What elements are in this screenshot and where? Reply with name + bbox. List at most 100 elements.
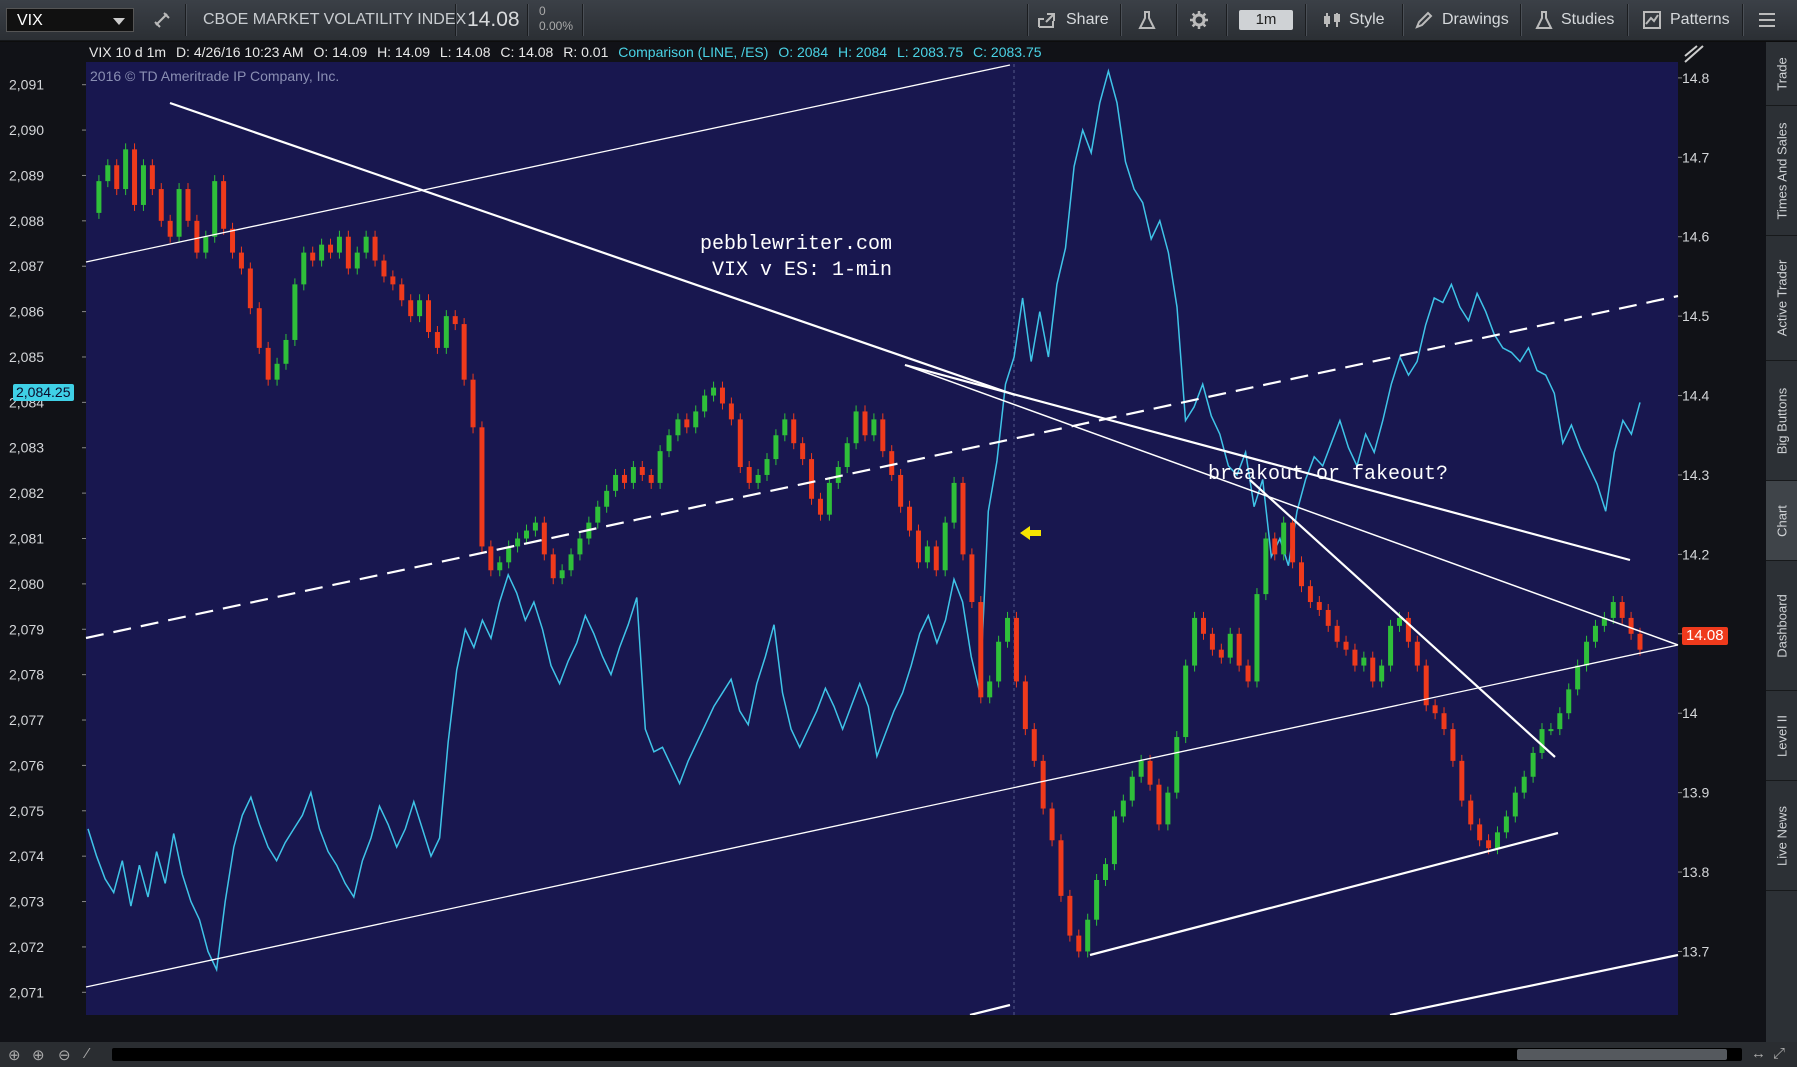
vix-candle (915, 530, 921, 563)
style-button[interactable]: Style (1323, 0, 1385, 40)
vix-candle (1637, 633, 1643, 650)
left-tick-label: 2,078 (9, 667, 44, 683)
zoom-out-icon[interactable]: ⊖ (58, 1047, 71, 1064)
tab-active-trader[interactable]: Active Trader (1766, 236, 1797, 361)
zoom-reset-icon[interactable]: ⊕ (8, 1047, 21, 1064)
vix-candle (996, 641, 1002, 682)
left-tick-label: 2,087 (9, 258, 44, 274)
vix-candle (702, 395, 708, 412)
vix-candle (1352, 649, 1358, 666)
info-high: H: 14.09 (377, 44, 430, 60)
vix-candle (479, 427, 485, 547)
vix-candle (1067, 895, 1073, 936)
scroll-track[interactable] (112, 1048, 1742, 1061)
channel-upper-line (85, 64, 1011, 263)
left-tick-label: 2,079 (9, 621, 44, 637)
scroll-thumb[interactable] (1517, 1049, 1727, 1060)
patterns-button[interactable]: Patterns (1642, 0, 1730, 40)
draw-tool-icon[interactable] (1683, 44, 1705, 69)
info-range: R: 0.01 (563, 44, 609, 60)
vix-candle (1254, 594, 1260, 682)
tab-big-buttons[interactable]: Big Buttons (1766, 361, 1797, 481)
symbol-selector[interactable]: VIX (6, 8, 134, 32)
fit-icon[interactable]: ⤢ (1773, 1045, 1786, 1062)
chart-scrollbar[interactable]: ⊕ ⊕ ⊖ ⁄ ↔ ⤢ (0, 1042, 1797, 1067)
pan-icon[interactable]: ⁄ (86, 1045, 89, 1062)
tab-times-and-sales[interactable]: Times And Sales (1766, 106, 1797, 236)
vix-candle (951, 482, 957, 523)
info-c-high: H: 2084 (838, 44, 888, 60)
vix-candle (123, 149, 129, 190)
vix-candle (1432, 705, 1438, 714)
price-chart: 2,091 2,090 2,089 2,088 2,087 2,086 2,085 2,084… (9, 64, 1709, 1015)
left-tick-label: 2,083 (9, 440, 44, 456)
chevron-down-icon[interactable] (113, 18, 125, 25)
vix-candle (817, 498, 823, 515)
vix-candle (1031, 729, 1037, 761)
info-bar: VIX 10 d 1m D: 4/26/16 10:23 AM O: 14.09… (86, 42, 1678, 62)
vix-candle (711, 387, 717, 396)
expand-icon[interactable]: ↔ (1751, 1045, 1766, 1062)
vix-candle (1539, 729, 1545, 753)
drawings-button[interactable]: Drawings (1414, 0, 1509, 40)
right-tick-label: 14.2 (1682, 546, 1709, 562)
vix-candle (1201, 617, 1207, 634)
left-tick-label: 2,088 (9, 213, 44, 229)
pencil-icon (1415, 11, 1433, 29)
vix-candle (604, 490, 610, 507)
vix-candle (719, 387, 725, 404)
vix-candle (212, 181, 218, 237)
info-comparison: Comparison (LINE, /ES) (618, 44, 769, 60)
link-icon[interactable] (152, 0, 172, 40)
channel-lower-line (85, 644, 1679, 988)
vix-candle (1183, 665, 1189, 738)
vix-candle (1227, 633, 1233, 658)
flask-icon[interactable] (1138, 0, 1156, 40)
zoom-in-icon[interactable]: ⊕ (32, 1047, 45, 1064)
vix-candle (1049, 808, 1055, 841)
gear-icon[interactable] (1189, 0, 1209, 40)
vix-candle (1414, 641, 1420, 666)
right-tick-label: 14.7 (1682, 149, 1709, 165)
left-tick-label: 2,089 (9, 167, 44, 183)
vix-candle (1281, 522, 1287, 555)
tab-chart[interactable]: Chart (1766, 481, 1797, 561)
vix-candle (1316, 602, 1322, 610)
vix-candle (319, 244, 325, 261)
vix-candle (1361, 657, 1367, 666)
vix-candle (292, 284, 298, 340)
tab-live-news[interactable]: Live News (1766, 781, 1797, 891)
vix-candle (1530, 752, 1536, 777)
info-low: L: 14.08 (439, 44, 491, 60)
vix-candle (399, 284, 405, 301)
vix-candle (559, 570, 565, 579)
timeframe-button[interactable]: 1m (1239, 10, 1293, 30)
studies-button[interactable]: Studies (1535, 0, 1614, 40)
left-tick-label: 2,076 (9, 757, 44, 773)
vix-candle (1503, 816, 1509, 833)
right-price-axis (1678, 42, 1766, 1018)
chart-canvas[interactable] (0, 42, 1766, 1042)
vix-candle (613, 474, 619, 491)
share-button[interactable]: Share (1037, 0, 1109, 40)
right-price-badge: 14.08 (1682, 627, 1728, 645)
vix-candle (1272, 538, 1278, 555)
vix-candle (1013, 617, 1019, 682)
vix-candle (203, 236, 209, 253)
vix-candle (1290, 522, 1296, 563)
top-toolbar: VIX CBOE MARKET VOLATILITY INDEX 14.08 0… (0, 0, 1797, 41)
tab-dashboard[interactable]: Dashboard (1766, 561, 1797, 691)
left-tick-label: 2,081 (9, 531, 44, 547)
vix-candle (1192, 617, 1198, 666)
tab-level-ii[interactable]: Level II (1766, 691, 1797, 781)
menu-icon[interactable] (1758, 0, 1776, 40)
vix-candle (167, 220, 173, 237)
vix-candle (96, 181, 102, 213)
vix-candle (1263, 538, 1269, 595)
info-c-open: O: 2084 (778, 44, 829, 60)
support-line (1089, 831, 1559, 957)
left-price-axis (0, 42, 86, 1018)
vix-candle (461, 324, 467, 380)
vix-candle (532, 522, 538, 531)
tab-trade[interactable]: Trade (1766, 42, 1797, 106)
